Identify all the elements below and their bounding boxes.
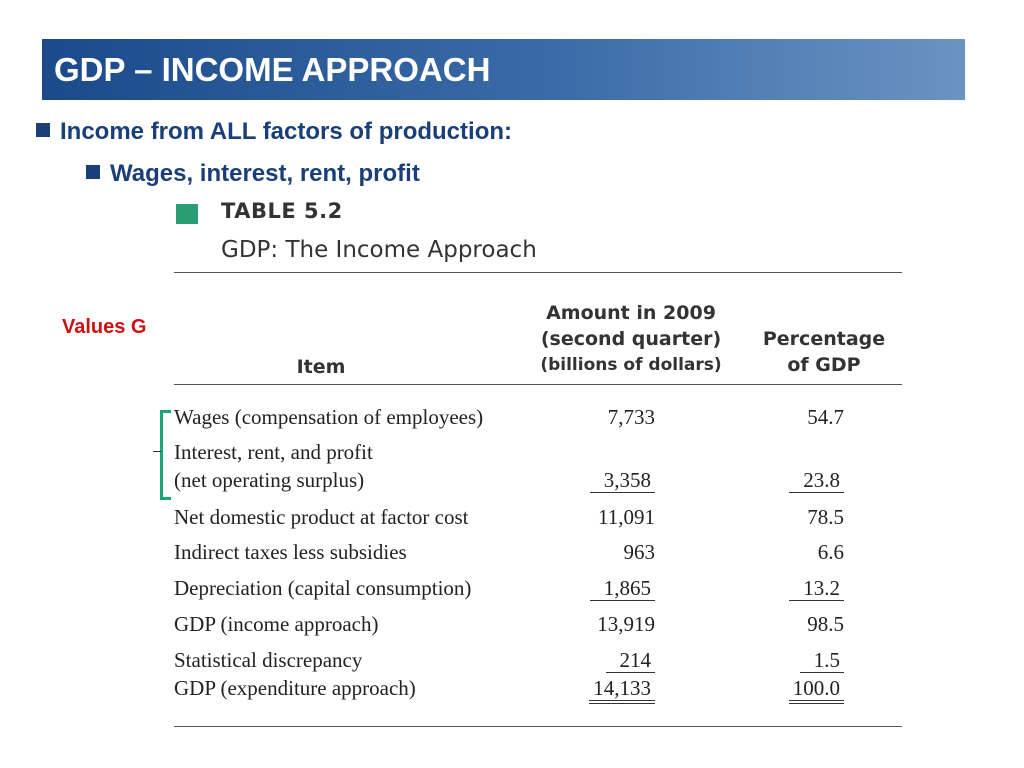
table-row-amount: 1,865 <box>589 576 655 601</box>
table-row-item: GDP (income approach) <box>174 612 379 636</box>
header-item: Item <box>296 356 346 378</box>
header-amount: Amount in 2009 (second quarter) (billion… <box>526 300 736 378</box>
table-row-amount: 7,733 <box>607 405 655 429</box>
table-row-amount: 214 <box>605 648 655 673</box>
table-row-item: (net operating surplus) <box>174 468 365 492</box>
table-row-pct: 1.5 <box>799 648 844 673</box>
header-amount-line: (second quarter) <box>540 328 722 350</box>
table-row-pct: 98.5 <box>807 612 844 636</box>
table-row-item: Indirect taxes less subsidies <box>174 540 407 564</box>
table-row-item: GDP (expenditure approach) <box>174 676 416 700</box>
table-label: TABLE 5.2 <box>221 199 343 223</box>
table-row-amount: 13,919 <box>597 612 655 636</box>
table-row-amount: 14,133 <box>589 676 655 704</box>
table-row-amount: 11,091 <box>598 505 655 529</box>
table-title: GDP: The Income Approach <box>221 237 537 263</box>
side-note: Values G <box>62 316 147 338</box>
bullet-level-1: Income from ALL factors of production: <box>36 118 512 146</box>
underlined-value: 1,865 <box>589 576 655 601</box>
table-row-pct: 100.0 <box>788 676 844 704</box>
underlined-value: 23.8 <box>789 468 844 493</box>
header-amount-line: Amount in 2009 <box>546 302 716 324</box>
table-row-item: Wages (compensation of employees) <box>174 405 484 429</box>
table-marker-icon <box>176 204 198 224</box>
bullet-level-2: Wages, interest, rent, profit <box>86 160 420 188</box>
underlined-value: 3,358 <box>589 468 655 493</box>
table-row-pct: 54.7 <box>807 405 844 429</box>
square-bullet-icon <box>86 165 100 179</box>
double-underlined-value: 14,133 <box>589 676 655 704</box>
header-pct-line: Percentage <box>762 328 886 350</box>
underlined-value: 13.2 <box>789 576 844 601</box>
bullet-text: Income from ALL factors of production: <box>60 118 513 145</box>
bracket-icon <box>160 410 171 500</box>
table-row-item: Depreciation (capital consumption) <box>174 576 472 600</box>
bracket-tick <box>153 451 161 452</box>
table-row-pct: 13.2 <box>789 576 844 601</box>
table-top-rule <box>174 272 902 273</box>
header-amount-line: (billions of dollars) <box>540 355 722 375</box>
table-row-item: Interest, rent, and profit <box>174 440 373 464</box>
header-percentage: Percentage of GDP <box>749 326 899 378</box>
underlined-value: 214 <box>605 648 655 673</box>
slide-title: GDP – INCOME APPROACH <box>54 51 491 88</box>
header-pct-line: of GDP <box>787 354 861 376</box>
title-bar: GDP – INCOME APPROACH <box>42 39 965 100</box>
table-header-rule <box>174 384 902 385</box>
square-bullet-icon <box>36 123 50 137</box>
table-bottom-rule <box>174 726 902 727</box>
table-row-amount: 3,358 <box>589 468 655 493</box>
bullet-text: Wages, interest, rent, profit <box>110 160 420 187</box>
table-row-pct: 6.6 <box>817 540 844 564</box>
double-underlined-value: 100.0 <box>788 676 844 704</box>
table-row-amount: 963 <box>623 540 656 564</box>
underlined-value: 1.5 <box>799 648 844 673</box>
table-row-item: Statistical discrepancy <box>174 648 363 672</box>
table-row-item: Net domestic product at factor cost <box>174 505 469 529</box>
gdp-income-table: TABLE 5.2 GDP: The Income Approach Amoun… <box>171 196 904 730</box>
table-row-pct: 78.5 <box>807 505 844 529</box>
table-row-pct: 23.8 <box>789 468 844 493</box>
